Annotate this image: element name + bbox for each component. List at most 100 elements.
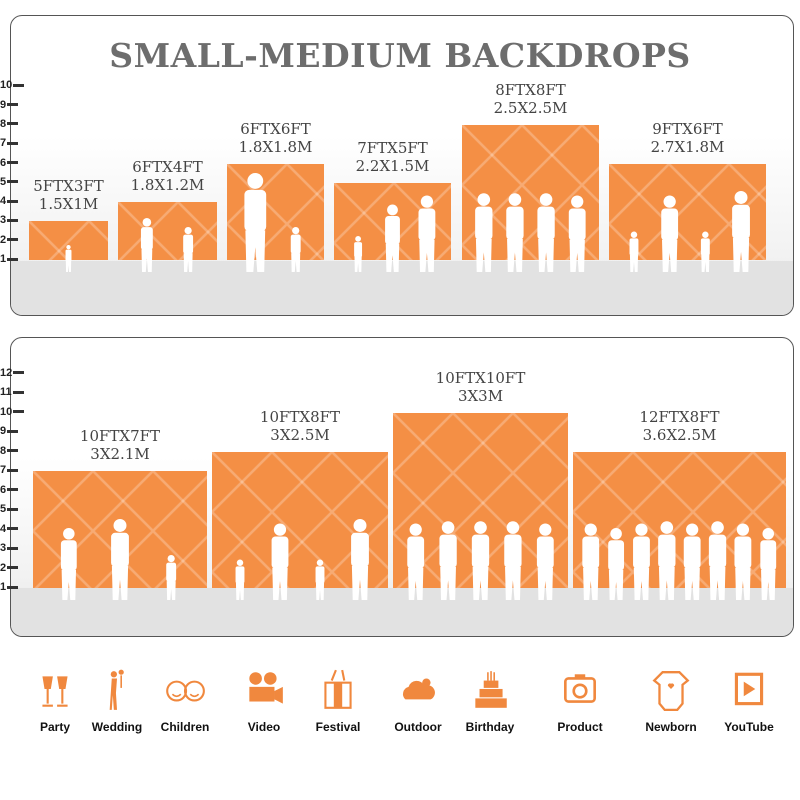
person-silhouette bbox=[658, 521, 676, 600]
axis-tick-label: 8 bbox=[0, 117, 7, 130]
axis-tick-label: 1 bbox=[0, 253, 7, 265]
size-label: 12FTX8FT 3.6X2.5M bbox=[553, 408, 800, 444]
use-case-label: Birthday bbox=[465, 720, 515, 734]
person-silhouette bbox=[271, 523, 289, 600]
size-meters: 3X2.1M bbox=[90, 445, 150, 463]
axis-tick-label: 2 bbox=[0, 233, 7, 246]
tick-mark bbox=[7, 238, 19, 242]
tick-mark bbox=[7, 122, 19, 126]
axis-tick: 7 bbox=[0, 464, 19, 476]
axis-tick-label: 7 bbox=[0, 464, 7, 476]
size-label: 6FTX4FT 1.8X1.2M bbox=[98, 158, 237, 194]
wedding-couple-icon bbox=[109, 669, 124, 710]
person-silhouette bbox=[471, 521, 490, 600]
axis-tick-label: 10 bbox=[0, 79, 13, 92]
axis-tick: 2 bbox=[0, 562, 19, 574]
size-feet: 10FTX8FT bbox=[259, 407, 341, 426]
tick-mark bbox=[13, 371, 25, 375]
size-label: 5FTX3FT 1.5X1M bbox=[9, 177, 128, 213]
use-case-birthday: Birthday bbox=[455, 668, 525, 734]
tick-mark bbox=[7, 429, 19, 433]
size-label: 10FTX7FT 3X2.1M bbox=[13, 427, 227, 463]
youtube-play-icon bbox=[734, 672, 764, 706]
size-meters: 1.8X1.2M bbox=[130, 176, 205, 195]
person-silhouette bbox=[683, 523, 701, 600]
children-faces-icon bbox=[166, 680, 205, 702]
axis-tick: 12 bbox=[0, 367, 25, 379]
person-silhouette bbox=[608, 528, 625, 600]
people-silhouettes bbox=[65, 245, 72, 272]
person-silhouette bbox=[504, 521, 522, 600]
baby-onesie-icon bbox=[652, 671, 690, 712]
person-silhouette bbox=[407, 523, 425, 600]
person-silhouette bbox=[760, 528, 777, 600]
axis-tick: 4 bbox=[0, 195, 19, 208]
axis-tick: 6 bbox=[0, 483, 19, 496]
axis-tick: 4 bbox=[0, 523, 19, 535]
axis-tick-label: 6 bbox=[0, 156, 7, 169]
use-case-newborn: Newborn bbox=[636, 668, 706, 734]
axis-tick-label: 3 bbox=[0, 214, 7, 227]
page-title: SMALL-MEDIUM BACKDROPS bbox=[109, 36, 691, 75]
size-label: 9FTX6FT 2.7X1.8M bbox=[589, 120, 786, 156]
person-silhouette bbox=[439, 521, 457, 600]
people-silhouettes bbox=[140, 218, 194, 272]
person-silhouette bbox=[235, 559, 245, 600]
axis-tick: 2 bbox=[0, 233, 19, 246]
people-silhouettes bbox=[235, 519, 369, 600]
size-feet: 12FTX8FT bbox=[639, 407, 720, 426]
tick-mark bbox=[7, 199, 19, 203]
use-case-outdoor: Outdoor bbox=[383, 668, 453, 734]
person-silhouette bbox=[708, 521, 727, 600]
size-meters: 3X3M bbox=[457, 386, 504, 405]
people-silhouettes bbox=[60, 519, 177, 600]
tick-mark bbox=[13, 410, 25, 414]
size-meters: 1.5X1M bbox=[38, 195, 99, 214]
backdrop-size-6ftx4ft[interactable] bbox=[118, 202, 217, 260]
use-case-label: YouTube bbox=[724, 720, 774, 734]
tick-mark bbox=[7, 585, 19, 589]
people-silhouettes bbox=[354, 195, 436, 272]
tick-mark bbox=[7, 566, 19, 570]
person-silhouette bbox=[700, 231, 710, 272]
use-case-label: Product bbox=[557, 720, 603, 734]
axis-tick-label: 1 bbox=[0, 581, 7, 593]
use-case-label: Festival bbox=[315, 720, 361, 734]
floor bbox=[11, 261, 793, 315]
use-case-youtube: YouTube bbox=[714, 668, 784, 734]
party-glasses-icon bbox=[42, 676, 68, 707]
person-silhouette bbox=[629, 231, 639, 272]
size-feet: 6FTX4FT bbox=[132, 158, 203, 177]
axis-tick: 7 bbox=[0, 137, 19, 150]
backdrop-size-6ftx6ft[interactable] bbox=[227, 163, 324, 260]
size-feet: 10FTX10FT bbox=[435, 368, 526, 387]
gift-box-icon bbox=[324, 669, 352, 709]
person-silhouette bbox=[111, 519, 129, 600]
use-case-label: Party bbox=[39, 720, 71, 734]
size-feet: 5FTX3FT bbox=[33, 177, 104, 196]
person-silhouette bbox=[418, 195, 436, 272]
people-silhouettes bbox=[629, 191, 750, 272]
use-case-label: Video bbox=[247, 720, 281, 734]
tick-mark bbox=[7, 546, 19, 550]
axis-tick: 3 bbox=[0, 542, 19, 554]
use-case-wedding: Wedding bbox=[82, 668, 152, 734]
axis-tick-label: 5 bbox=[0, 503, 7, 515]
person-silhouette bbox=[183, 227, 194, 272]
person-silhouette bbox=[65, 245, 72, 272]
axis-tick: 10 bbox=[0, 406, 25, 418]
size-meters: 2.2X1.5M bbox=[355, 156, 430, 175]
axis-tick-label: 7 bbox=[0, 137, 7, 150]
axis-tick-label: 3 bbox=[0, 542, 7, 554]
cloud-icon bbox=[402, 678, 435, 700]
people-silhouettes bbox=[582, 521, 777, 600]
axis-tick-label: 6 bbox=[0, 483, 7, 496]
axis-tick: 8 bbox=[0, 117, 19, 130]
backdrop-size-5ftx3ft[interactable] bbox=[29, 221, 108, 260]
size-meters: 3.6X2.5M bbox=[642, 425, 717, 444]
person-silhouette bbox=[60, 528, 77, 600]
size-label: 7FTX5FT 2.2X1.5M bbox=[314, 139, 471, 175]
person-silhouette bbox=[732, 191, 750, 272]
axis-tick-label: 4 bbox=[0, 195, 7, 208]
person-silhouette bbox=[661, 195, 679, 272]
